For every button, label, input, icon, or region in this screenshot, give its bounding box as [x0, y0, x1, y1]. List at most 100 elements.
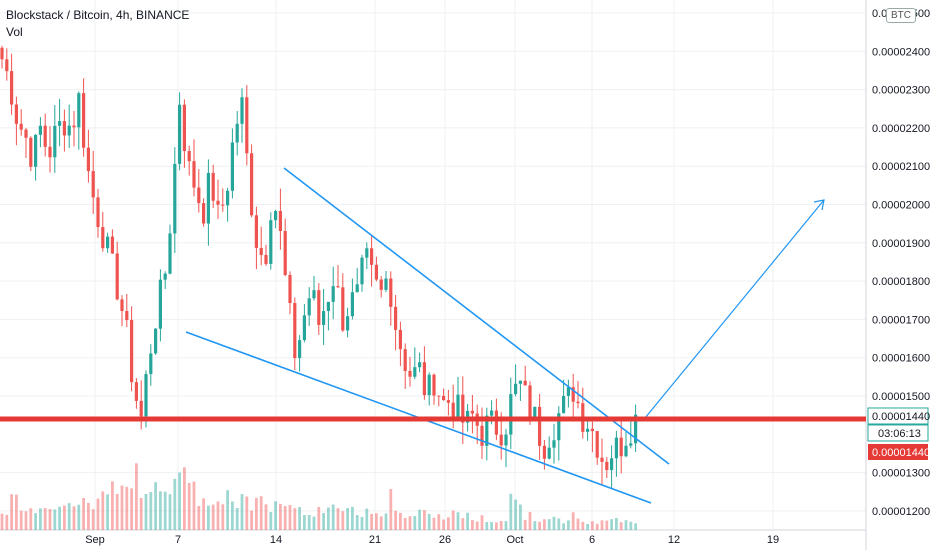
candle-body: [197, 187, 201, 204]
volume-bar: [39, 508, 42, 530]
candle-body: [134, 382, 138, 401]
candle-body: [595, 431, 599, 458]
volume-bar: [91, 509, 95, 530]
candle-body: [538, 406, 542, 446]
candle-body: [331, 286, 335, 302]
volume-bar: [595, 523, 599, 530]
volume-bar: [250, 510, 253, 530]
volume-bar: [279, 503, 282, 530]
candle-body: [461, 394, 465, 423]
candle-body: [533, 406, 537, 419]
candle-body: [350, 292, 354, 317]
grid: [0, 0, 867, 550]
candle-body: [322, 311, 326, 325]
volume-bar: [72, 506, 76, 530]
candlesticks: [0, 45, 638, 489]
volume-bar: [331, 504, 335, 530]
candle-body: [442, 395, 446, 401]
volume-bar: [269, 512, 273, 530]
candle-body: [446, 400, 450, 403]
volume-bar: [379, 516, 383, 530]
volume-bar: [34, 513, 37, 530]
candle-body: [432, 374, 436, 396]
volume-bar: [543, 519, 546, 530]
candle-body: [149, 353, 153, 375]
volume-bar: [451, 510, 455, 530]
candle-body: [312, 290, 316, 299]
volume-bar: [202, 498, 205, 530]
candle-body: [192, 161, 196, 188]
candle-body: [34, 134, 38, 167]
upper-trendline: [283, 167, 670, 465]
volume-label: Vol: [6, 25, 23, 39]
candle-body: [389, 278, 393, 307]
volume-bar: [418, 509, 421, 530]
candle-body: [499, 434, 503, 446]
volume-bar: [437, 514, 441, 530]
volume-bar: [0, 513, 4, 530]
candle-body: [370, 248, 374, 265]
candle-body: [168, 233, 172, 274]
candle-body: [221, 204, 225, 206]
price-tick-label: 0.00001300: [872, 468, 930, 480]
candle-body: [178, 104, 182, 164]
volume-bar: [504, 521, 508, 530]
candle-body: [139, 400, 143, 417]
candle-body: [418, 362, 422, 368]
time-axis[interactable]: Sep 7 14 21 26 Oct 6 12 19: [85, 534, 779, 546]
volume-bar: [216, 501, 220, 530]
volume-bar: [288, 505, 292, 530]
currency-badge[interactable]: BTC: [886, 8, 916, 23]
volume-bar: [375, 513, 378, 530]
candle-body: [374, 264, 378, 280]
volume-bar: [211, 504, 215, 530]
candle-body: [614, 437, 618, 459]
volume-bar: [10, 494, 13, 530]
volume-bar: [538, 521, 541, 530]
price-axis[interactable]: 0.00002400 0.00002300 0.00002200 0.00002100…: [867, 8, 930, 518]
price-tick-label: 0.00001600: [872, 353, 930, 365]
candle-body: [518, 380, 522, 384]
candle-body: [230, 142, 234, 191]
symbol-title: Blockstack / Bitcoin, 4h, BINANCE: [6, 8, 190, 22]
volume-bar: [317, 506, 321, 530]
volume-bar: [365, 508, 369, 530]
candle-body: [571, 387, 575, 402]
volume-bar: [130, 488, 133, 530]
volume-bar: [125, 486, 129, 530]
volume-bar: [283, 506, 287, 530]
volume-bar: [403, 517, 407, 530]
time-tick-label: 14: [270, 534, 282, 546]
volume-bar: [336, 508, 340, 530]
candle-body: [408, 371, 412, 377]
volume-bar: [423, 510, 426, 530]
volume-bar: [408, 516, 412, 530]
alert-price-badge: [868, 443, 928, 460]
volume-bar: [231, 501, 234, 530]
candle-body: [504, 434, 508, 446]
volume-bar: [619, 522, 623, 530]
volume-bar: [466, 512, 469, 530]
volume-bar: [456, 512, 460, 530]
candle-body: [120, 299, 124, 311]
candle-body: [259, 247, 263, 255]
candle-body: [610, 458, 614, 471]
volume-bar: [58, 506, 61, 530]
candle-body: [14, 104, 18, 124]
volume-bar: [394, 510, 397, 530]
volume-bar: [245, 496, 249, 530]
candle-body: [634, 414, 638, 444]
volume-bar: [235, 508, 239, 530]
volume-bar: [67, 503, 71, 530]
candle-body: [245, 97, 249, 154]
candle-body: [62, 121, 66, 136]
volume-bar: [427, 513, 431, 530]
candle-body: [576, 401, 580, 404]
volume-bar: [432, 517, 436, 530]
volume-bar: [178, 472, 181, 530]
candle-body: [38, 125, 42, 135]
volume-bar: [490, 521, 493, 530]
candle-body: [490, 410, 494, 416]
candle-body: [629, 443, 633, 446]
